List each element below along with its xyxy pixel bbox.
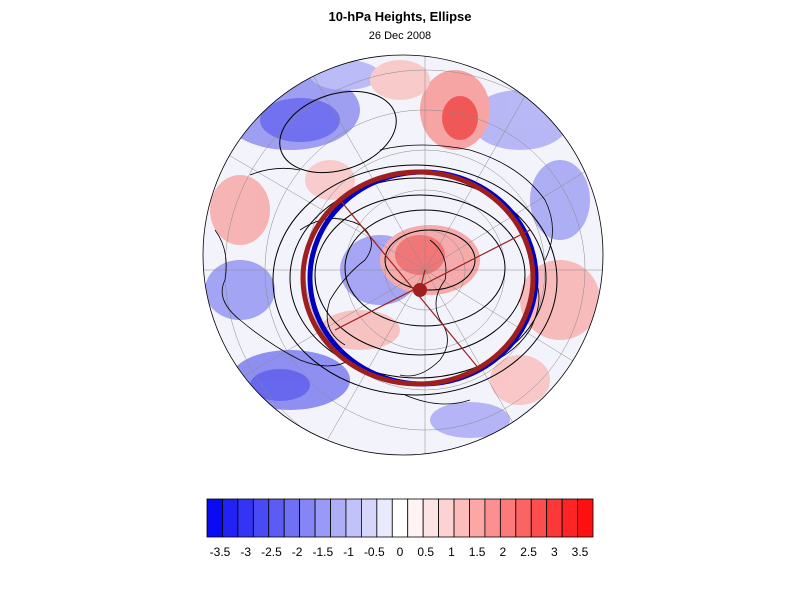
colorbar-box <box>330 498 347 538</box>
map-border <box>202 54 604 456</box>
pos-anomaly <box>442 96 478 140</box>
red-ellipse <box>300 169 536 387</box>
colorbar-box <box>391 498 409 538</box>
colorbar-box <box>438 498 455 538</box>
colorbar-tick-label: 3.5 <box>572 545 589 559</box>
figure-title: 10-hPa Heights, Ellipse <box>328 9 472 24</box>
colorbar-tick-label: -2 <box>292 545 303 559</box>
colorbar-box <box>515 498 532 538</box>
colorbar-box <box>546 498 563 538</box>
colorbar-box <box>345 498 362 538</box>
colorbar-tick-label: -1 <box>343 545 354 559</box>
fitted-ellipses <box>300 169 539 387</box>
pos-anomaly <box>520 260 600 340</box>
major-axis <box>339 199 481 371</box>
pos-anomaly <box>210 175 270 245</box>
colorbar-box <box>407 498 424 538</box>
colorbar-box <box>484 498 501 538</box>
colorbar-box <box>299 498 316 538</box>
figure-date: 26 Dec 2008 <box>368 30 432 42</box>
colorbar-box <box>252 498 270 538</box>
neg-anomaly <box>260 98 340 142</box>
colorbar-tick-label: 0.5 <box>417 545 434 559</box>
colorbar-box <box>222 498 239 538</box>
colorbar-tick-label: 2 <box>500 545 507 559</box>
height-contours <box>272 90 558 396</box>
contour <box>289 177 547 379</box>
colorbar-tick-label: -1.5 <box>313 545 334 559</box>
colorbar-box <box>577 498 594 538</box>
colorbar-box <box>422 498 440 538</box>
colorbar-box <box>561 498 578 538</box>
colorbar-box <box>499 498 517 538</box>
colorbar-box <box>206 498 223 538</box>
colorbar-tick-label: 2.5 <box>520 545 537 559</box>
colorbar-tick-label: -2.5 <box>261 545 282 559</box>
anomaly-field <box>205 60 600 438</box>
contour <box>344 209 506 327</box>
colorbar-tick-label: 1 <box>448 545 455 559</box>
colorbar-box <box>314 498 331 538</box>
colorbar-tick-label: -3.5 <box>210 545 231 559</box>
minor-axis <box>334 229 531 331</box>
contour <box>272 164 558 396</box>
colorbar-box <box>453 498 470 538</box>
neg-anomaly <box>205 260 275 320</box>
colorbar-tick-label: -0.5 <box>364 545 385 559</box>
neg-anomaly <box>530 160 590 240</box>
pos-anomaly <box>490 355 550 405</box>
colorbar-tick-label: 3 <box>551 545 558 559</box>
colorbar-box <box>360 498 378 538</box>
colorbar-box <box>283 498 301 538</box>
contour <box>279 90 397 174</box>
colorbar-box <box>530 498 548 538</box>
neg-anomaly <box>250 369 310 401</box>
colorbar-tick-label: 0 <box>397 545 404 559</box>
colorbar-box <box>268 498 285 538</box>
colorbar-box <box>469 498 486 538</box>
colorbar-box <box>376 498 393 538</box>
ellipse-center-marker <box>413 283 427 297</box>
pos-anomaly <box>395 235 445 275</box>
contour <box>314 194 526 356</box>
colorbar-tick-label: -3 <box>240 545 251 559</box>
colorbar-tick-label: 1.5 <box>469 545 486 559</box>
neg-anomaly <box>430 402 510 438</box>
contour <box>384 229 476 291</box>
colorbar-box <box>237 498 254 538</box>
